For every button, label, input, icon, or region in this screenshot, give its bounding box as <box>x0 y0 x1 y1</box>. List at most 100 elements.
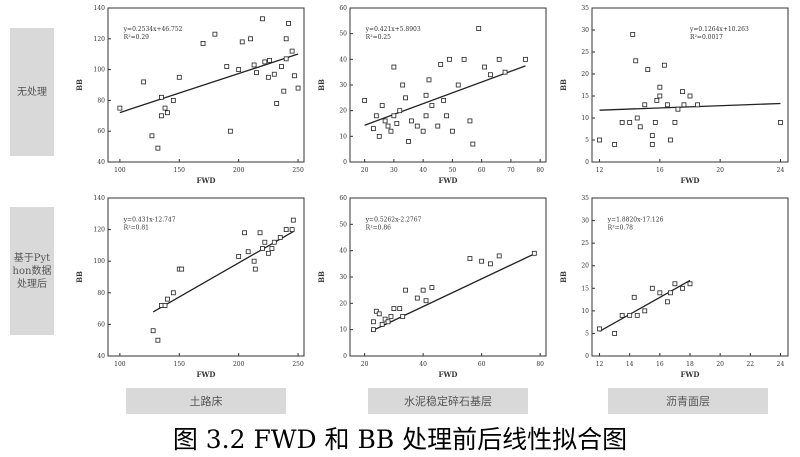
y-tick-label: 140 <box>94 5 106 12</box>
y-tick-label: 20 <box>581 263 589 270</box>
data-point <box>447 56 452 62</box>
r-squared: R²=0.78 <box>608 225 633 232</box>
data-point <box>482 64 487 70</box>
y-tick-label: 20 <box>339 300 347 307</box>
data-point <box>467 118 473 124</box>
data-point <box>642 308 648 314</box>
data-point <box>279 64 284 69</box>
y-tick-label: 0 <box>343 159 347 166</box>
y-tick-label: 50 <box>339 221 347 228</box>
data-point <box>420 128 426 134</box>
y-tick-label: 20 <box>581 71 589 78</box>
y-tick-label: 60 <box>339 5 347 12</box>
data-point <box>254 70 259 76</box>
r-squared: R²=0.29 <box>124 34 149 41</box>
x-tick-label: 12 <box>596 167 604 174</box>
y-axis-label: BB <box>559 271 568 283</box>
data-point <box>523 56 528 62</box>
x-tick-label: 250 <box>292 361 304 368</box>
data-point <box>470 141 476 147</box>
y-tick-label: 80 <box>97 290 105 297</box>
data-point <box>391 64 397 70</box>
data-point <box>283 227 289 232</box>
y-tick-label: 0 <box>585 353 589 360</box>
data-point <box>597 326 602 332</box>
data-point <box>394 121 400 126</box>
x-tick-label: 150 <box>174 361 186 368</box>
x-tick-label: 80 <box>536 167 544 174</box>
data-point <box>176 74 182 80</box>
x-tick-label: 200 <box>233 361 245 368</box>
x-tick-label: 16 <box>656 361 664 368</box>
data-point <box>397 108 403 114</box>
y-tick-label: 15 <box>581 285 589 292</box>
data-point <box>496 56 502 62</box>
x-tick-label: 200 <box>233 167 245 174</box>
row-label-processed: 基于Python数据处理后 <box>10 207 54 335</box>
data-point <box>376 133 382 139</box>
data-point <box>248 36 253 42</box>
x-axis-label: FWD <box>681 370 700 379</box>
regression-line <box>599 102 781 111</box>
y-tick-label: 40 <box>339 56 347 63</box>
data-point <box>252 266 258 272</box>
data-point <box>155 145 161 151</box>
data-point <box>376 311 382 317</box>
data-point <box>444 113 449 119</box>
data-point <box>633 58 639 64</box>
data-point <box>695 102 700 108</box>
data-point <box>251 258 257 264</box>
data-point <box>283 56 289 62</box>
data-point <box>269 246 275 251</box>
data-point <box>286 20 291 26</box>
data-point <box>426 77 432 83</box>
x-tick-label: 30 <box>390 167 398 174</box>
x-tick-label: 24 <box>777 361 785 368</box>
data-point <box>423 298 429 304</box>
data-point <box>403 95 408 101</box>
data-point <box>631 294 637 300</box>
r-squared: R²=0.81 <box>124 225 149 232</box>
data-point <box>267 57 272 63</box>
data-point <box>200 41 206 46</box>
data-point <box>262 59 268 65</box>
figure-caption: 图 3.2 FWD 和 BB 处理前后线性拟合图 <box>172 425 628 454</box>
chart-panel-3: 12 16 20 24 0 5 10 15 20 25 30 35 FWD BB y=0.1264x+10.… <box>559 5 789 185</box>
data-point <box>438 62 444 67</box>
data-point <box>155 337 161 343</box>
data-point <box>649 133 655 139</box>
data-point <box>289 48 295 54</box>
data-point <box>170 290 176 296</box>
data-point <box>496 253 502 259</box>
chart-panel-2: 20 30 40 50 60 70 80 0 10 20 30 40 50 60 FWD BB y=0.421x… <box>317 5 547 185</box>
data-point <box>289 227 295 232</box>
data-point <box>379 321 385 327</box>
y-tick-label: 15 <box>581 93 589 100</box>
row-label-untreated: 无处理 <box>10 28 54 156</box>
y-tick-label: 60 <box>339 195 347 202</box>
x-tick-label: 100 <box>114 167 126 174</box>
data-point <box>597 137 602 143</box>
fit-equation: y=0.421x+5.8903 <box>365 26 421 33</box>
data-point <box>435 123 441 129</box>
y-tick-label: 40 <box>97 353 105 360</box>
data-point <box>397 306 403 311</box>
plot-frame <box>591 7 789 163</box>
data-point <box>262 239 268 245</box>
data-point <box>164 110 170 116</box>
y-tick-label: 120 <box>94 36 106 43</box>
data-point <box>657 84 663 90</box>
x-tick-label: 250 <box>292 167 304 174</box>
data-point <box>630 31 636 37</box>
data-point <box>612 331 618 336</box>
chart-panel-6: 12 14 16 18 20 22 24 0 5 10 15 20 25 30 35 FWD BB y=1.882… <box>559 195 789 379</box>
col-label-asphalt-surface: 沥青面层 <box>608 388 768 414</box>
y-tick-label: 140 <box>94 195 106 202</box>
data-point <box>619 312 625 318</box>
data-point <box>645 67 651 72</box>
data-point <box>400 314 406 319</box>
data-point <box>687 281 693 287</box>
x-tick-label: 100 <box>114 361 126 368</box>
y-tick-label: 60 <box>97 128 105 135</box>
data-point <box>502 69 508 75</box>
